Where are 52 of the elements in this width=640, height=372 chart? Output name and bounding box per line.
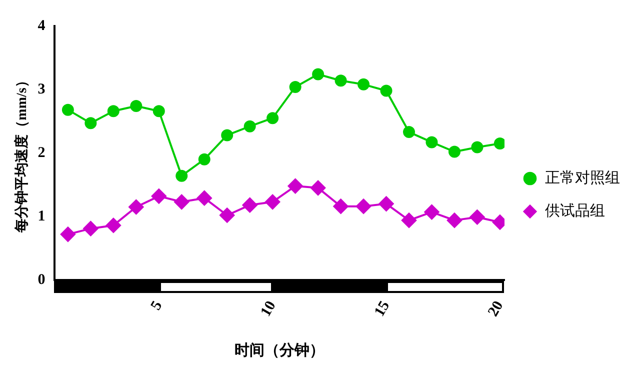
point	[152, 105, 165, 118]
point	[424, 204, 440, 220]
point	[310, 180, 326, 196]
point	[470, 210, 485, 225]
point	[378, 196, 394, 212]
point	[333, 198, 348, 214]
point	[107, 105, 120, 118]
x-axis-title: 时间（分钟）	[234, 342, 324, 359]
y-tick-label: 1	[38, 208, 46, 224]
point	[358, 78, 370, 90]
y-tick-label: 4	[38, 18, 46, 34]
point	[402, 212, 417, 228]
legend-label: 供试品组	[545, 202, 605, 220]
point	[471, 141, 484, 154]
point	[62, 104, 74, 116]
point	[174, 194, 190, 210]
point	[312, 68, 324, 80]
point	[266, 112, 279, 124]
point	[220, 208, 235, 223]
x-tick-label: 5	[148, 298, 166, 313]
x-tick-label: 15	[372, 298, 394, 320]
point	[83, 221, 98, 236]
point	[242, 198, 258, 213]
y-tick-label: 0	[38, 272, 46, 288]
point	[426, 136, 438, 148]
point	[244, 120, 256, 132]
point	[130, 100, 142, 112]
y-axis-title: 每分钟平均速度（mm/s）	[13, 74, 30, 234]
point	[106, 218, 121, 233]
point	[334, 74, 347, 87]
point	[289, 80, 302, 93]
point	[356, 198, 372, 214]
point	[84, 117, 97, 130]
point	[60, 226, 76, 242]
point	[448, 146, 460, 158]
point	[221, 129, 234, 142]
point	[176, 170, 188, 182]
x-tick-label: 20	[485, 298, 507, 320]
point	[288, 178, 303, 194]
y-tick-label: 2	[38, 144, 46, 161]
point	[446, 212, 462, 228]
point	[265, 194, 280, 210]
legend-label: 正常对照组	[545, 169, 620, 186]
point	[403, 126, 416, 138]
point	[198, 153, 210, 166]
point	[151, 188, 166, 204]
point	[380, 84, 392, 97]
y-tick-label: 3	[38, 81, 46, 98]
point	[128, 199, 144, 214]
x-tick-label: 10	[258, 298, 280, 320]
point	[196, 190, 212, 206]
point	[494, 137, 504, 150]
